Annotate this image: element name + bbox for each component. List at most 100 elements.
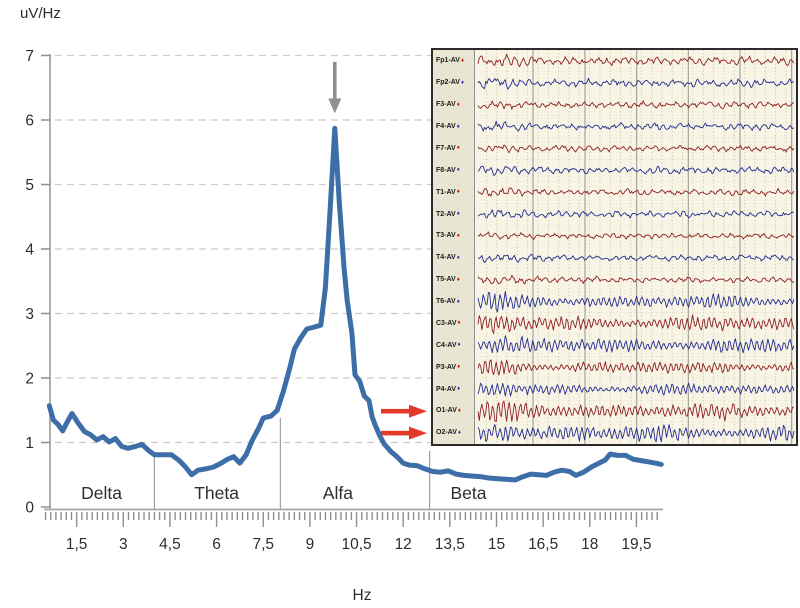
diamond-icon: ♦ (456, 101, 460, 108)
power-spectrum-curve (46, 125, 664, 483)
peak-arrow-shaft (332, 62, 337, 99)
channel-label: F7-AV (436, 144, 456, 152)
diamond-icon: ♦ (456, 276, 460, 283)
x-tick-label: 7,5 (252, 536, 274, 553)
eeg-inset-panel: Fp1-AV ♦ Fp2-AV ♦ F3-AV ♦ F4-AV ♦ F7-AV ♦ F8-AV ♦ T1… (431, 48, 798, 446)
eeg-trace-f7-av (477, 144, 795, 154)
diamond-icon: ♦ (457, 386, 461, 393)
diamond-icon: ♦ (456, 189, 460, 196)
x-tick-label: 15 (488, 536, 505, 553)
x-tick-label: 3 (119, 536, 128, 553)
x-tick-label: 18 (581, 536, 598, 553)
diamond-icon: ♦ (456, 123, 460, 130)
y-tick-label: 0 (25, 500, 34, 517)
diamond-icon: ♦ (460, 79, 465, 86)
diamond-icon: ♦ (456, 232, 460, 239)
eeg-trace-c3-av (477, 314, 795, 334)
gridlines (55, 54, 662, 444)
channel-label: F3-AV (436, 101, 456, 109)
y-tick-label: 7 (25, 48, 34, 65)
red-arrow-o2-av-icon (381, 426, 427, 440)
channel-label: C4-AV (436, 341, 457, 349)
x-tick-label: 1,5 (66, 536, 88, 553)
y-tick-label: 6 (25, 113, 34, 130)
eeg-trace-t4-av (477, 253, 795, 263)
channel-label: F8-AV (436, 166, 456, 174)
y-axis-unit-label: uV/Hz (20, 5, 61, 22)
eeg-trace-fp2-av (477, 77, 794, 90)
eeg-trace-f3-av (477, 100, 795, 110)
diamond-icon: ♦ (457, 320, 461, 327)
channel-label: C3-AV (436, 319, 457, 327)
channel-row-o2-av: O2-AV ♦ (433, 422, 474, 444)
channel-label: T5-AV (436, 276, 456, 284)
spectrum-line (46, 125, 664, 483)
x-tick-label: 19,5 (621, 536, 651, 553)
channel-label: F4-AV (436, 123, 456, 131)
y-tick-labels: 0 1 2 3 4 5 6 7 (25, 48, 34, 517)
y-tick-label: 3 (25, 306, 34, 323)
channel-row-t1-av: T1-AV ♦ (433, 181, 474, 203)
eeg-trace-t3-av (477, 231, 795, 240)
x-axis-unit-label: Hz (353, 587, 372, 604)
eeg-trace-p4-av (477, 382, 795, 397)
channel-label: T2-AV (436, 210, 456, 218)
peak-arrow-head (328, 98, 342, 114)
eeg-trace-c4-av (477, 335, 795, 354)
channel-row-p4-av: P4-AV ♦ (433, 378, 474, 400)
channel-label: T4-AV (436, 254, 456, 262)
diamond-icon: ♦ (456, 298, 460, 305)
channel-label: T3-AV (436, 232, 456, 240)
channel-row-fp1-av: Fp1-AV ♦ (433, 50, 474, 72)
channel-label: Fp1-AV (436, 57, 460, 65)
red-arrow-o1-av-icon (381, 404, 427, 418)
channel-label: T1-AV (436, 188, 456, 196)
x-tick-label: 10,5 (341, 536, 371, 553)
eeg-trace-p3-av (477, 359, 795, 376)
x-tick-label: 6 (212, 536, 221, 553)
channel-label: P3-AV (436, 363, 457, 371)
channel-row-f3-av: F3-AV ♦ (433, 94, 474, 116)
diamond-icon: ♦ (457, 429, 461, 436)
channel-row-t3-av: T3-AV ♦ (433, 225, 474, 247)
eeg-trace-t5-av (477, 274, 795, 285)
y-tick-label: 4 (25, 242, 34, 259)
diamond-icon: ♦ (456, 167, 460, 174)
channel-row-c3-av: C3-AV ♦ (433, 313, 474, 335)
eeg-trace-f8-av (477, 165, 795, 176)
diamond-icon: ♦ (456, 211, 460, 218)
band-label-beta: Beta (451, 483, 487, 503)
eeg-traces (476, 50, 796, 444)
eeg-trace-o1-av (477, 400, 794, 422)
x-tick-label: 12 (395, 536, 412, 553)
channel-row-t5-av: T5-AV ♦ (433, 269, 474, 291)
channel-label: O1-AV (436, 407, 457, 415)
highlight-arrows (381, 404, 427, 440)
x-tick-label: 4,5 (159, 536, 181, 553)
channel-label: T6-AV (436, 298, 456, 306)
channel-label: O2-AV (436, 429, 457, 437)
eeg-trace-t6-av (477, 291, 795, 313)
channel-label: P4-AV (436, 385, 457, 393)
band-label-alfa: Alfa (323, 483, 353, 503)
eeg-trace-f4-av (477, 120, 795, 132)
diamond-icon: ♦ (457, 342, 461, 349)
diamond-icon: ♦ (457, 407, 461, 414)
diamond-icon: ♦ (456, 254, 460, 261)
channel-row-t4-av: T4-AV ♦ (433, 247, 474, 269)
channel-row-f7-av: F7-AV ♦ (433, 138, 474, 160)
channel-row-fp2-av: Fp2-AV ♦ (433, 72, 474, 94)
diamond-icon: ♦ (456, 145, 460, 152)
channel-label: Fp2-AV (436, 79, 460, 87)
y-tick-label: 1 (25, 435, 34, 452)
y-tick-label: 5 (25, 177, 34, 194)
channel-row-p3-av: P3-AV ♦ (433, 356, 474, 378)
peak-arrow-down-icon (328, 62, 342, 114)
band-label-theta: Theta (194, 483, 239, 503)
y-tick-label: 2 (25, 371, 34, 388)
diamond-icon: ♦ (460, 57, 465, 64)
channel-row-c4-av: C4-AV ♦ (433, 334, 474, 356)
frequency-bands: Delta Theta Alfa Beta (81, 417, 487, 510)
